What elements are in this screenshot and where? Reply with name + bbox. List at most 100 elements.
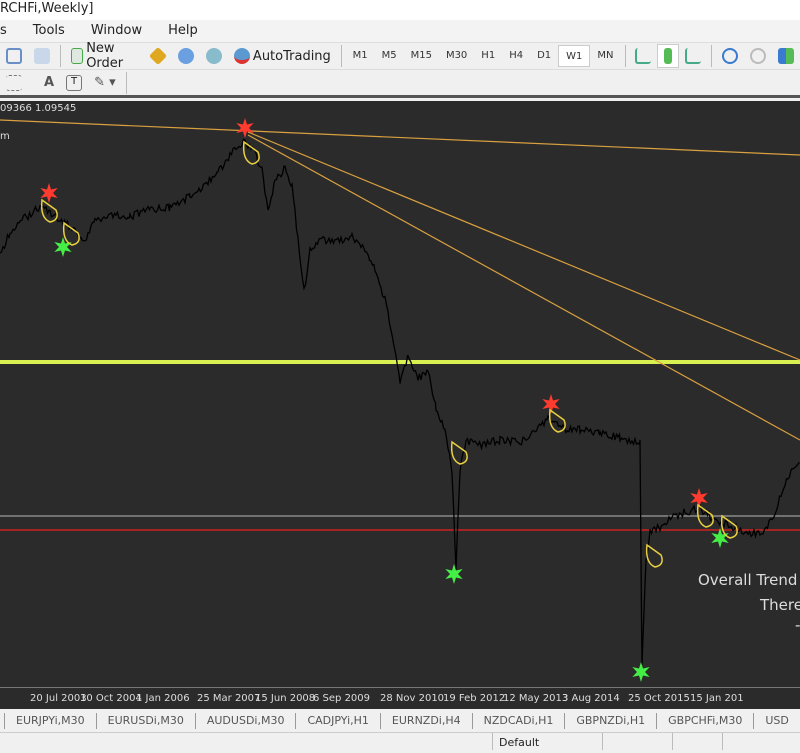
time-axis-label: 20 Jul 2003 xyxy=(30,693,87,704)
time-axis-label: 25 Mar 2007 xyxy=(197,693,261,704)
time-axis-label: 19 Feb 2012 xyxy=(443,693,506,704)
zoom-in-button[interactable] xyxy=(716,44,744,68)
metaeditor-button[interactable] xyxy=(144,44,172,68)
price-chart[interactable]: 09366 1.09545 m Overall Trend i There - xyxy=(0,101,800,687)
menu-charts[interactable]: s xyxy=(0,23,7,38)
timeframe-m5[interactable]: M5 xyxy=(381,50,397,61)
magnifier-icon xyxy=(34,48,50,64)
time-axis: 20 Jul 2003 10 Oct 2004 1 Jan 2006 25 Mar 2… xyxy=(0,687,800,709)
sell-star-icon xyxy=(690,488,708,508)
hand-signal-icon xyxy=(696,503,714,528)
status-bar: Default xyxy=(0,733,800,750)
diamond-icon xyxy=(148,46,167,66)
chart-tab[interactable]: GBPCHFi,M30 xyxy=(656,712,753,729)
chart-tab[interactable]: EURUSDi,M30 xyxy=(95,712,195,729)
status-cell xyxy=(722,733,800,750)
sell-star-icon xyxy=(542,394,560,414)
fibonacci-button[interactable] xyxy=(0,71,28,95)
autotrading-icon xyxy=(233,48,250,64)
tile-windows-button[interactable] xyxy=(772,44,800,68)
chart-tab[interactable]: CADJPYi,H1 xyxy=(295,712,379,729)
candlestick-icon xyxy=(664,48,673,64)
window-icon xyxy=(6,48,22,64)
window-button[interactable] xyxy=(0,44,28,68)
text-button[interactable]: A xyxy=(38,71,60,95)
timeframe-h4[interactable]: H4 xyxy=(509,50,524,61)
buy-star-icon xyxy=(632,662,650,682)
time-axis-label: 15 Jun 2008 xyxy=(255,693,316,704)
timeframe-w1[interactable]: W1 xyxy=(558,45,591,67)
hand-signal-icon xyxy=(548,408,566,433)
community-button[interactable] xyxy=(172,44,200,68)
overlay-text-3: - xyxy=(795,616,800,634)
timeframe-d1[interactable]: D1 xyxy=(537,50,552,61)
time-axis-label: 1 Jan 2006 xyxy=(136,693,190,704)
menu-help[interactable]: Help xyxy=(168,23,198,38)
menu-bar: s Tools Window Help xyxy=(0,20,800,42)
time-axis-label: 15 Jan 201 xyxy=(690,693,744,704)
line-chart-button[interactable] xyxy=(679,44,707,68)
zoom-out-icon xyxy=(750,48,767,64)
sell-star-icon xyxy=(236,118,254,138)
chart-tab[interactable]: EURJPYi,M30 xyxy=(4,712,96,729)
user-icon xyxy=(177,48,194,64)
navigator-button[interactable] xyxy=(28,44,56,68)
overlay-text-2: There xyxy=(760,596,800,614)
window-title: RCHFi,Weekly] xyxy=(0,0,800,20)
price-line xyxy=(0,138,800,665)
hand-signal-icon xyxy=(242,140,260,165)
bar-chart-icon xyxy=(635,48,652,64)
tile-icon xyxy=(778,48,795,64)
autotrading-button[interactable]: AutoTrading xyxy=(228,44,337,68)
line-chart-icon xyxy=(685,48,702,64)
menu-tools[interactable]: Tools xyxy=(32,23,65,38)
new-order-icon xyxy=(70,48,84,64)
hand-signal-icon xyxy=(62,221,80,246)
trend-line xyxy=(247,131,800,361)
hand-signal-icon xyxy=(645,543,663,568)
buy-star-icon xyxy=(54,237,72,257)
timeframe-h1[interactable]: H1 xyxy=(481,50,496,61)
bar-chart-button[interactable] xyxy=(629,44,657,68)
buy-star-icon xyxy=(445,564,463,584)
market-button[interactable] xyxy=(200,44,228,68)
time-axis-label: 6 Sep 2009 xyxy=(313,693,371,704)
text-icon: A xyxy=(44,75,55,90)
timeframe-m15[interactable]: M15 xyxy=(410,50,432,61)
status-profile: Default xyxy=(492,733,602,750)
lines-icon xyxy=(6,74,22,91)
buy-star-icon xyxy=(711,528,729,548)
separator xyxy=(711,45,713,67)
status-cell xyxy=(672,733,722,750)
timeframe-m1[interactable]: M1 xyxy=(352,50,368,61)
time-axis-label: 12 May 2013 xyxy=(503,693,569,704)
text-label-button[interactable]: T xyxy=(60,71,88,95)
time-axis-label: 3 Aug 2014 xyxy=(562,693,620,704)
timeframe-m30[interactable]: M30 xyxy=(445,50,468,61)
arrows-button[interactable]: ✎ ▾ xyxy=(88,71,122,95)
hand-signal-icon xyxy=(40,198,58,223)
chart-tab[interactable]: GBPNZDi,H1 xyxy=(564,712,656,729)
chart-corner-label: m xyxy=(0,131,10,142)
separator xyxy=(60,45,61,67)
hand-signal-icon xyxy=(720,514,738,539)
price-info: 09366 1.09545 xyxy=(0,103,77,114)
time-axis-label: 28 Nov 2010 xyxy=(380,693,445,704)
chart-tab[interactable]: USD xyxy=(753,712,800,729)
chart-canvas xyxy=(0,118,800,682)
time-axis-label: 10 Oct 2004 xyxy=(80,693,142,704)
chart-tabs: EURJPYi,M30 EURUSDi,M30 AUDUSDi,M30 CADJPYi… xyxy=(0,709,800,733)
text-label-icon: T xyxy=(66,74,83,91)
timeframe-mn[interactable]: MN xyxy=(597,50,614,61)
overlay-text-1: Overall Trend i xyxy=(698,571,800,589)
menu-window[interactable]: Window xyxy=(90,23,143,38)
candlestick-button[interactable] xyxy=(657,44,680,68)
chart-tab[interactable]: AUDUSDi,M30 xyxy=(194,712,296,729)
chart-tab[interactable]: NZDCADi,H1 xyxy=(471,712,565,729)
hand-signal-icon xyxy=(450,440,468,465)
chart-tab[interactable]: EURNZDi,H4 xyxy=(379,712,472,729)
time-axis-label: 25 Oct 2015 xyxy=(628,693,690,704)
new-order-button[interactable]: New Order xyxy=(65,41,144,71)
zoom-out-button[interactable] xyxy=(744,44,772,68)
separator xyxy=(624,45,626,67)
